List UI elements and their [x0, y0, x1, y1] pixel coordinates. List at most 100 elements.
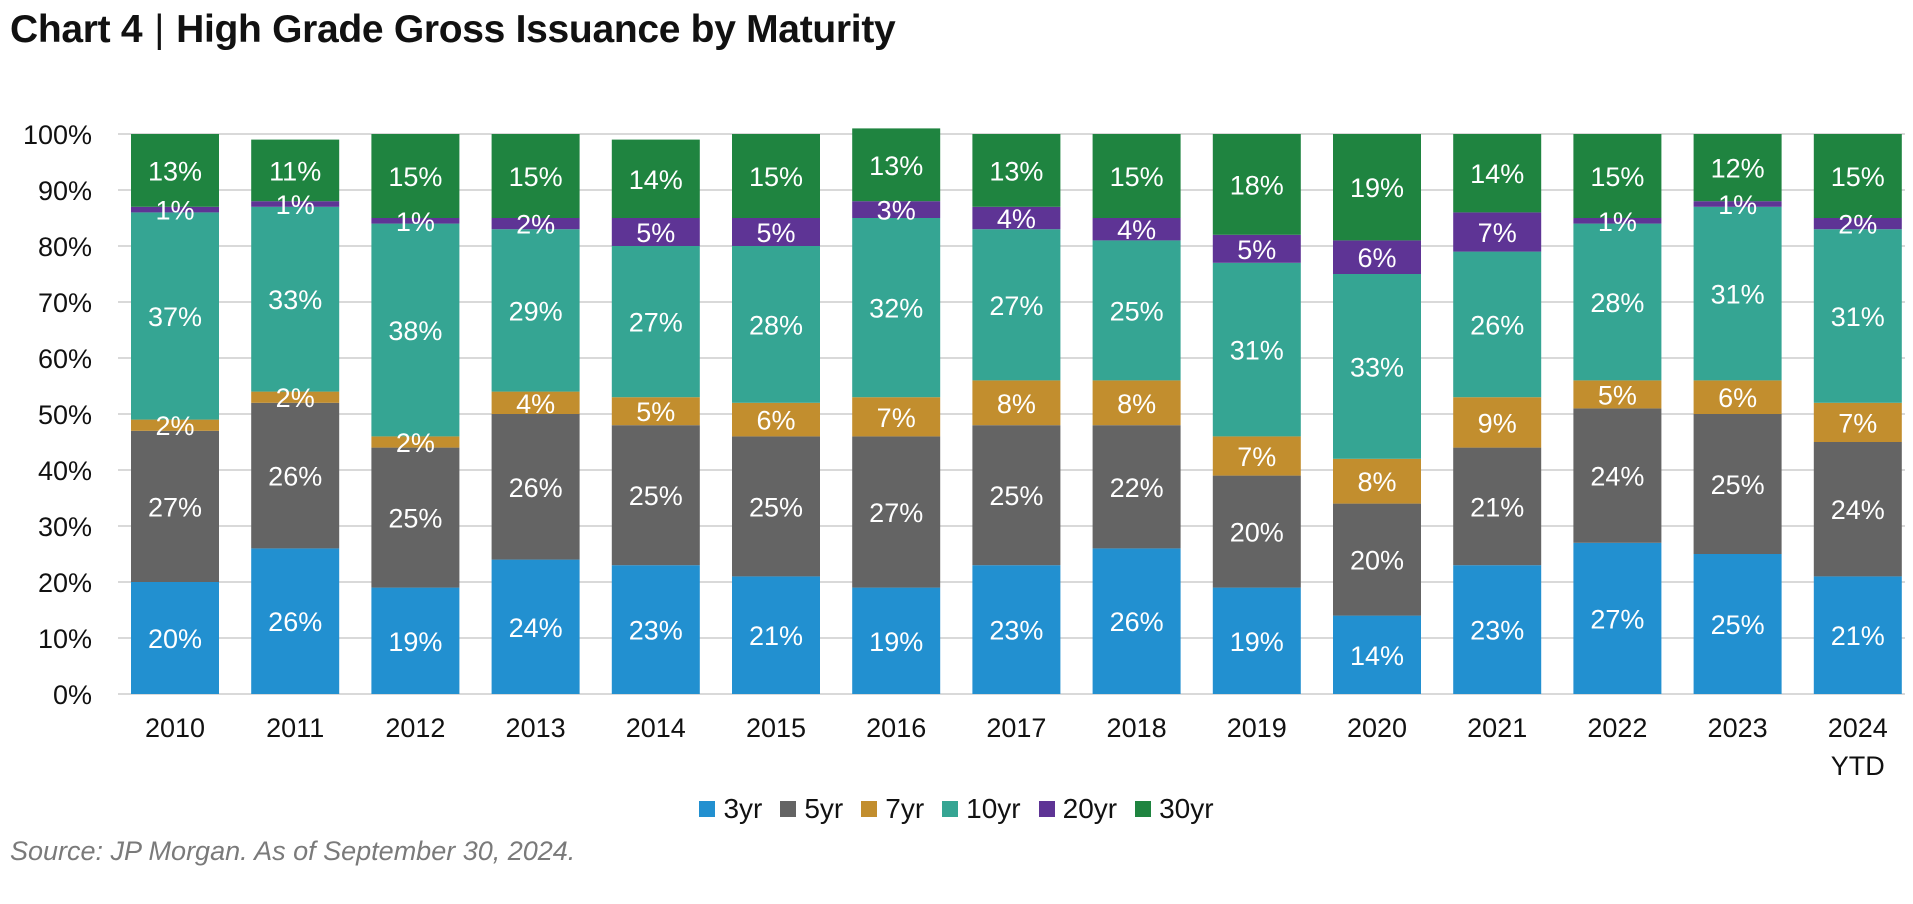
bar-segment-3yr: [131, 582, 219, 694]
bar-segment-7yr: [1453, 397, 1542, 448]
bar-segment-7yr: [1813, 402, 1902, 442]
bar-segment-30yr: [1333, 134, 1421, 241]
bar-segment-10yr: [371, 223, 460, 437]
bar-segment-30yr: [972, 134, 1061, 207]
data-label-5yr: 25%: [749, 492, 803, 522]
x-tick-label: 2010: [145, 713, 205, 743]
y-tick-label: 0%: [53, 680, 92, 710]
source-note: Source: JP Morgan. As of September 30, 2…: [10, 836, 576, 866]
bar-segment-10yr: [852, 218, 941, 398]
bar-segment-7yr: [611, 397, 700, 426]
bar-segment-5yr: [1693, 414, 1782, 554]
data-label-5yr: 22%: [1110, 473, 1164, 503]
data-label-10yr: 28%: [749, 310, 803, 340]
bar-segment-7yr: [131, 419, 219, 431]
data-label-3yr: 26%: [268, 607, 322, 637]
bar-segment-10yr: [1333, 274, 1421, 459]
data-label-7yr: 7%: [877, 403, 916, 433]
bar-segment-5yr: [251, 402, 340, 549]
data-label-7yr: 4%: [516, 389, 555, 419]
bar-segment-10yr: [732, 246, 820, 403]
legend-label: 10yr: [966, 793, 1021, 824]
data-label-10yr: 31%: [1711, 280, 1765, 310]
data-label-20yr: 1%: [396, 207, 435, 237]
y-tick-label: 20%: [38, 568, 92, 598]
data-label-7yr: 2%: [276, 383, 315, 413]
data-label-10yr: 32%: [869, 294, 923, 324]
legend-item-20yr: 20yr: [1038, 793, 1117, 825]
data-label-5yr: 21%: [1470, 492, 1524, 522]
data-label-30yr: 12%: [1711, 154, 1765, 184]
bar-segment-7yr: [371, 436, 460, 448]
bar-segment-10yr: [1573, 223, 1662, 381]
bar-segment-10yr: [1453, 251, 1542, 398]
x-tick-label: 2018: [1107, 713, 1167, 743]
data-label-30yr: 13%: [869, 151, 923, 181]
bar-segment-3yr: [1573, 542, 1662, 694]
data-label-7yr: 8%: [1117, 389, 1156, 419]
x-tick-label: 2015: [746, 713, 806, 743]
bar-segment-5yr: [1453, 447, 1542, 566]
legend-label: 30yr: [1159, 793, 1214, 824]
data-label-5yr: 26%: [268, 462, 322, 492]
bar-segment-20yr: [131, 206, 219, 213]
x-tick-label: YTD: [1831, 751, 1885, 781]
bar-segment-3yr: [611, 565, 700, 694]
x-tick-label: 2022: [1587, 713, 1647, 743]
bar-segment-10yr: [131, 212, 219, 420]
legend-item-7yr: 7yr: [861, 793, 924, 825]
bar-segment-20yr: [972, 206, 1061, 230]
data-label-7yr: 2%: [155, 411, 194, 441]
data-label-20yr: 5%: [1237, 235, 1276, 265]
bar-segment-20yr: [732, 218, 820, 246]
data-label-30yr: 14%: [629, 165, 683, 195]
bar-segment-5yr: [1813, 442, 1902, 577]
x-tick-label: 2016: [866, 713, 926, 743]
data-label-3yr: 19%: [869, 627, 923, 657]
data-label-7yr: 5%: [636, 397, 675, 427]
legend-swatch: [861, 801, 878, 817]
data-label-30yr: 13%: [989, 156, 1043, 186]
data-label-3yr: 14%: [1350, 641, 1404, 671]
bar-segment-3yr: [491, 559, 580, 694]
bar-segment-3yr: [251, 548, 340, 694]
bar-segment-20yr: [251, 201, 340, 207]
data-label-3yr: 21%: [1831, 621, 1885, 651]
data-label-10yr: 31%: [1831, 302, 1885, 332]
stacked-bar-chart: 0% 10% 20% 30% 40% 50% 60% 70% 80% 90% 100% 20% 27% 2…: [23, 120, 1905, 781]
data-label-3yr: 23%: [1470, 616, 1524, 646]
bar-segment-3yr: [1212, 587, 1301, 694]
legend-label: 3yr: [723, 793, 763, 824]
y-tick-label: 90%: [38, 176, 92, 206]
bar-segment-20yr: [852, 201, 941, 218]
bar-segment-3yr: [1813, 576, 1902, 694]
x-tick-label: 2024: [1828, 713, 1888, 743]
bar-segment-10yr: [1693, 206, 1782, 381]
bar-segment-7yr: [852, 397, 941, 437]
chart-number: Chart 4: [10, 8, 143, 51]
bar-segment-10yr: [1813, 229, 1902, 403]
bar-segment-30yr: [732, 134, 820, 218]
data-label-30yr: 18%: [1230, 170, 1284, 200]
bar-segment-7yr: [732, 402, 820, 437]
data-label-10yr: 29%: [509, 296, 563, 326]
bar-segment-3yr: [732, 576, 820, 694]
data-label-10yr: 26%: [1470, 310, 1524, 340]
data-label-10yr: 25%: [1110, 296, 1164, 326]
bar-segment-10yr: [972, 229, 1061, 381]
data-label-7yr: 9%: [1478, 408, 1517, 438]
data-label-30yr: 14%: [1470, 159, 1524, 189]
data-label-7yr: 7%: [1237, 442, 1276, 472]
bar-segment-5yr: [852, 436, 941, 588]
data-label-20yr: 7%: [1478, 218, 1517, 248]
data-label-5yr: 24%: [1590, 462, 1644, 492]
bar-segment-3yr: [1092, 548, 1181, 694]
y-tick-label: 80%: [38, 232, 92, 262]
data-label-3yr: 19%: [1230, 627, 1284, 657]
bar-segment-30yr: [1573, 134, 1662, 218]
data-label-20yr: 5%: [756, 218, 795, 248]
bar-segment-7yr: [1693, 380, 1782, 414]
bar-segment-20yr: [1693, 201, 1782, 207]
legend-swatch: [1135, 801, 1152, 817]
bar-segment-20yr: [611, 218, 700, 246]
